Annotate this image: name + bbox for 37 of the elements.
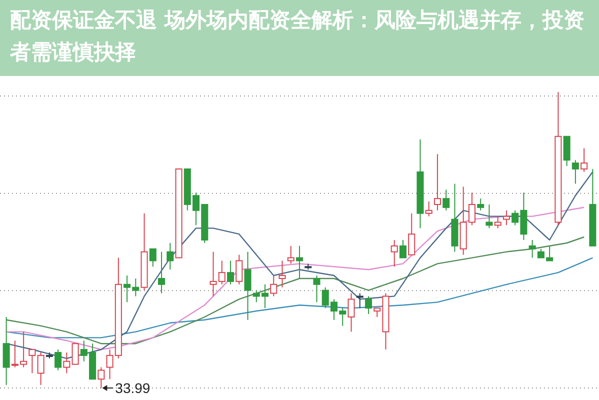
candlestick xyxy=(486,204,493,229)
candlestick xyxy=(287,245,294,264)
candlestick xyxy=(296,245,304,279)
candlestick xyxy=(356,292,364,309)
candlestick xyxy=(72,343,79,365)
candlestick xyxy=(477,198,484,211)
candlestick xyxy=(399,240,406,258)
candlestick xyxy=(563,136,570,166)
candlestick xyxy=(494,216,502,229)
chart-title: 配资保证金不退 场外场内配资全解析：风险与机遇并存，投资者需谨慎抉择 xyxy=(10,7,586,66)
candlestick xyxy=(408,212,416,256)
candlestick xyxy=(572,160,579,184)
candlestick xyxy=(434,154,441,211)
candlestick xyxy=(425,201,432,217)
candlestick xyxy=(98,366,105,388)
candlestick xyxy=(313,275,320,303)
candlestick xyxy=(236,254,243,285)
candlestick xyxy=(2,316,10,386)
candlestick xyxy=(278,260,286,288)
candlestick xyxy=(442,189,450,211)
candlestick xyxy=(37,352,44,386)
candlestick xyxy=(528,240,536,258)
candlestick xyxy=(54,349,62,371)
candlestick xyxy=(502,210,510,226)
candlestick xyxy=(149,248,156,268)
candlestick xyxy=(158,251,166,294)
candlestick xyxy=(244,251,252,320)
candlestick xyxy=(270,275,278,297)
candlestick xyxy=(390,240,398,268)
candlestick xyxy=(348,292,355,332)
candlestick xyxy=(226,260,234,285)
candlestick xyxy=(28,349,36,374)
candlestick xyxy=(166,242,174,270)
annotation: 33.99 xyxy=(115,380,150,396)
candlestick xyxy=(63,352,70,374)
candlestick xyxy=(364,296,372,314)
candlestick xyxy=(580,148,588,172)
